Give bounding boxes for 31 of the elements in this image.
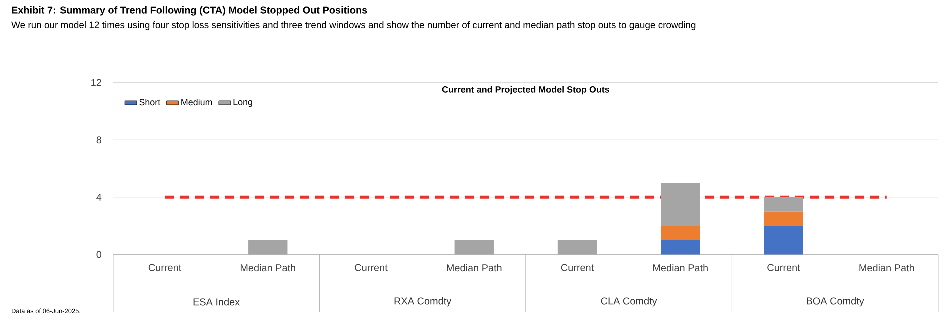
x-tick-label: Current xyxy=(768,264,800,272)
bar xyxy=(454,240,494,255)
text: BOA Comdty xyxy=(807,297,864,307)
y-tick-label: 8 xyxy=(96,136,102,144)
x-tick-label: Median Path xyxy=(653,264,708,272)
x-tick-label: Median Path xyxy=(240,264,296,272)
chart-title: Exhibit 7: Summary of Trend Following (CTA) Model Stopped Out Positions xyxy=(12,6,368,16)
legend-label: Long xyxy=(234,99,252,108)
bar xyxy=(764,197,804,212)
bar xyxy=(661,240,700,255)
x-tick-label: Current xyxy=(148,264,182,272)
x-tick-label: Median Path xyxy=(447,264,502,272)
text: CLA Comdty xyxy=(601,297,658,307)
bar xyxy=(558,240,598,255)
x-tick-label: Current xyxy=(561,264,594,272)
legend-label: Short xyxy=(140,98,161,106)
text: RXA Comdty xyxy=(394,297,452,307)
y-tick-label: 12 xyxy=(92,79,102,86)
bar xyxy=(764,212,804,226)
y-tick-label: 0 xyxy=(96,251,102,258)
y-tick-label: 4 xyxy=(96,194,102,201)
text: ESA Index xyxy=(194,298,240,306)
legend-label: Medium xyxy=(182,98,212,106)
chart-subtitle: We run our model 12 times using four stop loss sensitivities and three trend windows and show the number of current and median path stop outs to gauge crowding xyxy=(12,22,696,30)
bar xyxy=(661,226,700,240)
bar xyxy=(764,226,804,255)
x-tick-label: Median Path xyxy=(860,264,914,272)
annotation: Current and Projected Model Stop Outs xyxy=(442,86,610,95)
x-tick-label: Current xyxy=(355,264,388,272)
bar xyxy=(661,183,700,226)
bar xyxy=(248,240,288,255)
